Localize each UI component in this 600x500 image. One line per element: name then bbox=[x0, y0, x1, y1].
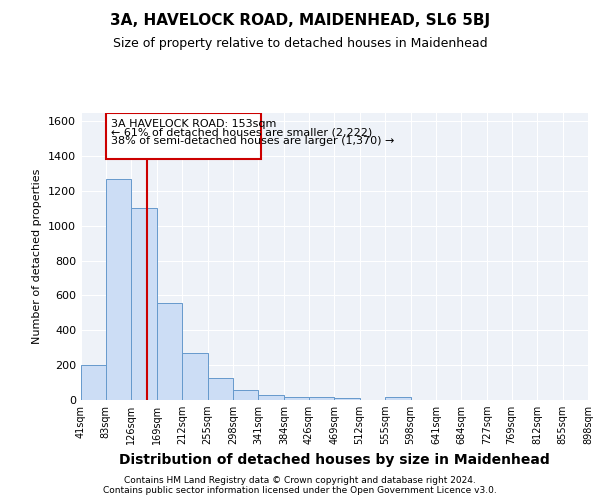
Bar bbox=[106, 178, 131, 400]
Bar bbox=[309, 398, 334, 400]
Bar bbox=[182, 353, 208, 400]
Bar bbox=[157, 304, 182, 400]
Bar bbox=[259, 395, 284, 400]
Text: Size of property relative to detached houses in Maidenhead: Size of property relative to detached ho… bbox=[113, 38, 487, 51]
Y-axis label: Number of detached properties: Number of detached properties bbox=[32, 168, 43, 344]
Bar bbox=[131, 208, 157, 400]
Bar bbox=[334, 398, 359, 400]
Text: 3A HAVELOCK ROAD: 153sqm: 3A HAVELOCK ROAD: 153sqm bbox=[110, 118, 276, 128]
Bar bbox=[284, 396, 309, 400]
Bar bbox=[208, 378, 233, 400]
Text: Contains HM Land Registry data © Crown copyright and database right 2024.: Contains HM Land Registry data © Crown c… bbox=[124, 476, 476, 485]
Bar bbox=[233, 390, 259, 400]
Text: ← 61% of detached houses are smaller (2,222): ← 61% of detached houses are smaller (2,… bbox=[110, 128, 372, 138]
Text: Contains public sector information licensed under the Open Government Licence v3: Contains public sector information licen… bbox=[103, 486, 497, 495]
Text: 3A, HAVELOCK ROAD, MAIDENHEAD, SL6 5BJ: 3A, HAVELOCK ROAD, MAIDENHEAD, SL6 5BJ bbox=[110, 12, 490, 28]
Bar bbox=[385, 396, 410, 400]
Text: 38% of semi-detached houses are larger (1,370) →: 38% of semi-detached houses are larger (… bbox=[110, 136, 394, 146]
Bar bbox=[106, 114, 262, 158]
Bar bbox=[81, 365, 106, 400]
X-axis label: Distribution of detached houses by size in Maidenhead: Distribution of detached houses by size … bbox=[119, 452, 550, 466]
